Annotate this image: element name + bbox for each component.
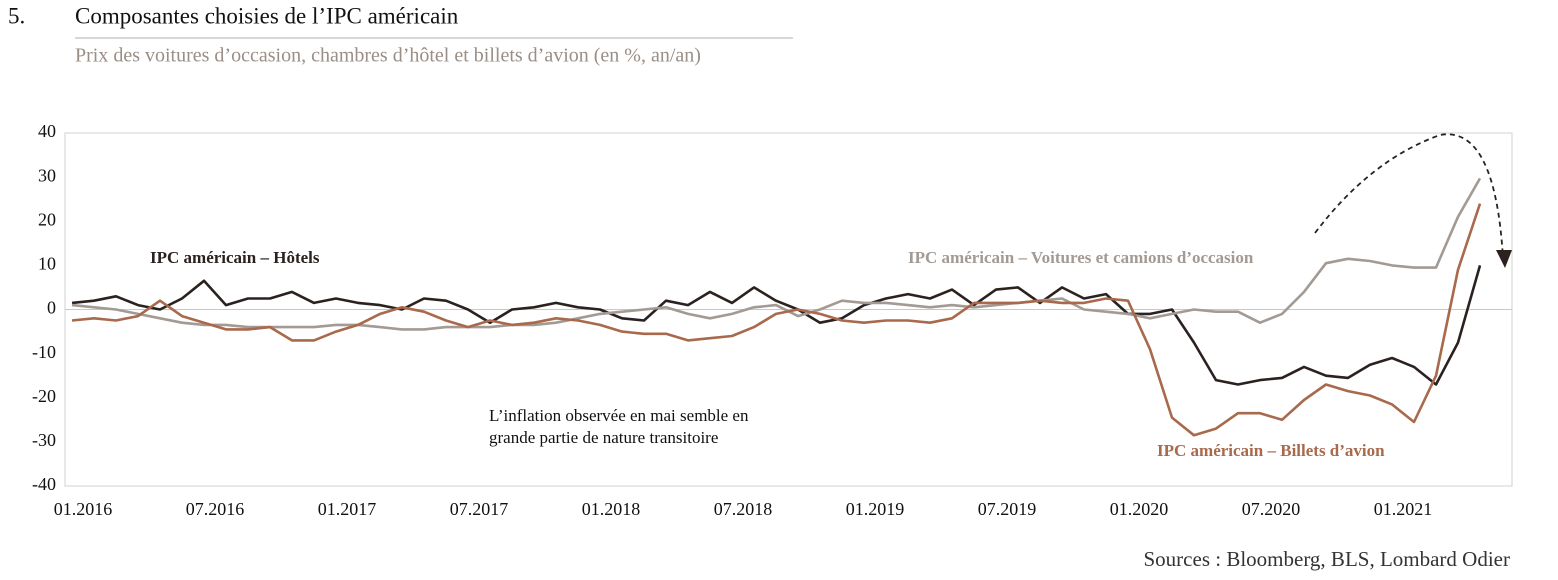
x-tick-label: 07.2016 — [186, 499, 245, 519]
x-tick-label: 07.2020 — [1242, 499, 1301, 519]
y-tick-label: -20 — [32, 386, 56, 406]
y-tick-label: 40 — [38, 121, 56, 141]
series-label: IPC américain – Hôtels — [150, 248, 320, 267]
chart-number: 5. — [8, 3, 25, 28]
chart-title: Composantes choisies de l’IPC américain — [75, 3, 459, 28]
annotation: L’inflation observée en mai semble en — [489, 406, 749, 425]
x-tick-label: 07.2017 — [450, 499, 509, 519]
y-tick-label: 30 — [38, 165, 56, 185]
series-label: IPC américain – Voitures et camions d’oc… — [908, 248, 1254, 267]
annotation: grande partie de nature transitoire — [489, 428, 718, 447]
x-tick-label: 01.2018 — [582, 499, 641, 519]
series-line — [71, 203, 1482, 437]
x-tick-label: 07.2019 — [978, 499, 1037, 519]
x-tick-label: 07.2018 — [714, 499, 773, 519]
arrow-head — [1496, 250, 1512, 268]
series-line — [71, 177, 1482, 331]
x-tick-label: 01.2016 — [54, 499, 113, 519]
y-tick-label: -40 — [32, 474, 56, 494]
y-tick-label: 20 — [38, 209, 56, 229]
x-tick-label: 01.2020 — [1110, 499, 1169, 519]
x-tick-label: 01.2021 — [1374, 499, 1433, 519]
x-tick-label: 01.2017 — [318, 499, 377, 519]
y-tick-label: 10 — [38, 254, 56, 274]
series-label: IPC américain – Billets d’avion — [1157, 441, 1385, 460]
series-line — [71, 265, 1482, 386]
x-tick-label: 01.2019 — [846, 499, 905, 519]
y-tick-label: 0 — [47, 298, 56, 318]
y-tick-label: -30 — [32, 430, 56, 450]
arrow — [1314, 133, 1504, 259]
source: Sources : Bloomberg, BLS, Lombard Odier — [1144, 547, 1511, 571]
chart-subtitle: Prix des voitures d’occasion, chambres d… — [75, 45, 701, 67]
y-tick-label: -10 — [32, 342, 56, 362]
